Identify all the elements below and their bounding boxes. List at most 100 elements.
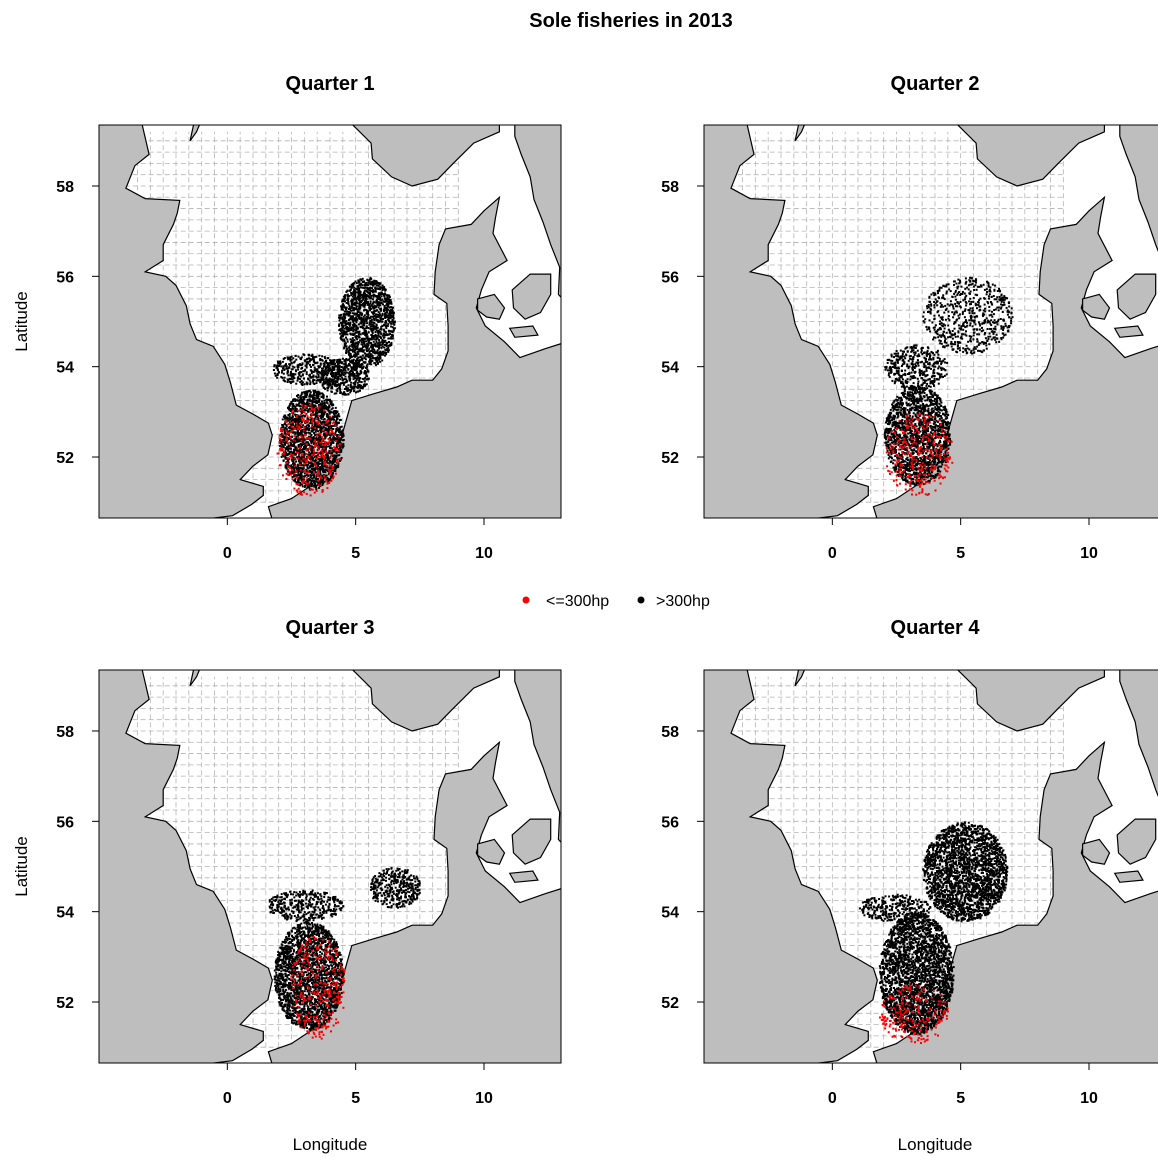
activity-point xyxy=(324,471,327,474)
activity-point xyxy=(369,342,372,345)
activity-point xyxy=(324,405,327,408)
activity-point xyxy=(297,419,300,422)
activity-point xyxy=(329,399,331,402)
activity-point xyxy=(352,382,355,385)
activity-point xyxy=(372,327,375,329)
activity-point xyxy=(317,479,320,482)
activity-point xyxy=(338,319,341,322)
activity-point xyxy=(335,373,338,376)
activity-point xyxy=(341,316,344,319)
activity-point xyxy=(328,482,331,484)
activity-point xyxy=(370,315,372,318)
activity-point xyxy=(321,444,324,446)
activity-point xyxy=(291,400,294,403)
activity-point xyxy=(345,380,348,382)
activity-point xyxy=(358,307,361,310)
activity-point xyxy=(340,327,343,330)
activity-point xyxy=(324,371,327,374)
activity-point xyxy=(281,444,284,447)
activity-point xyxy=(374,362,376,365)
activity-point xyxy=(359,307,362,310)
activity-point xyxy=(893,429,896,431)
activity-point xyxy=(309,420,312,423)
activity-point xyxy=(365,282,368,284)
activity-point xyxy=(309,494,312,497)
activity-point xyxy=(335,374,338,377)
activity-point xyxy=(296,474,299,477)
activity-point xyxy=(354,293,357,296)
activity-point xyxy=(340,370,343,373)
activity-point xyxy=(352,355,355,358)
activity-point xyxy=(360,326,363,328)
activity-point xyxy=(295,436,298,439)
activity-point xyxy=(294,354,297,357)
activity-point xyxy=(386,333,389,336)
activity-point xyxy=(311,421,314,424)
activity-point xyxy=(352,363,355,366)
activity-point xyxy=(355,282,358,285)
activity-point xyxy=(297,429,300,432)
activity-point xyxy=(317,416,319,419)
activity-point xyxy=(292,373,295,376)
activity-point xyxy=(278,437,281,440)
activity-point xyxy=(313,409,316,412)
activity-point xyxy=(377,352,380,354)
activity-point xyxy=(305,406,308,409)
activity-point xyxy=(325,367,327,369)
activity-point xyxy=(346,322,349,325)
activity-point xyxy=(349,288,352,291)
activity-point xyxy=(315,370,318,373)
activity-point xyxy=(336,459,338,462)
activity-point xyxy=(307,471,310,474)
activity-point xyxy=(312,389,315,392)
activity-point xyxy=(381,318,384,321)
activity-point xyxy=(339,433,342,436)
activity-point xyxy=(317,418,320,421)
activity-point xyxy=(340,425,343,428)
activity-point xyxy=(333,366,336,369)
activity-point xyxy=(324,429,327,432)
activity-point xyxy=(357,341,360,344)
activity-point xyxy=(323,362,326,365)
series-small-vessels xyxy=(276,403,341,497)
activity-point xyxy=(302,443,304,446)
activity-point xyxy=(293,366,296,369)
activity-point xyxy=(375,335,378,338)
activity-point xyxy=(379,298,382,301)
activity-point xyxy=(321,403,324,406)
activity-point xyxy=(283,369,286,371)
activity-point xyxy=(895,398,898,401)
activity-point xyxy=(369,286,372,289)
activity-point xyxy=(359,359,362,362)
activity-point xyxy=(315,395,318,398)
activity-point xyxy=(352,333,355,336)
activity-point xyxy=(369,319,372,322)
activity-point xyxy=(318,426,321,429)
activity-point xyxy=(289,467,292,469)
activity-point xyxy=(322,468,325,471)
activity-point xyxy=(356,335,359,338)
activity-point xyxy=(304,434,307,437)
activity-point xyxy=(343,338,346,341)
activity-point xyxy=(348,389,351,391)
activity-point xyxy=(354,385,357,388)
activity-point xyxy=(366,350,369,353)
activity-point xyxy=(312,358,315,360)
activity-point xyxy=(339,449,342,452)
activity-point xyxy=(329,402,332,404)
activity-point xyxy=(949,442,952,444)
activity-point xyxy=(293,410,296,413)
activity-point xyxy=(335,454,337,457)
activity-point xyxy=(330,475,333,478)
activity-point xyxy=(372,357,374,359)
activity-point xyxy=(368,280,371,283)
activity-point xyxy=(350,305,353,308)
activity-point xyxy=(317,430,320,433)
activity-point xyxy=(301,475,304,478)
activity-point xyxy=(295,418,298,420)
activity-point xyxy=(377,321,380,323)
activity-point xyxy=(317,486,320,489)
activity-point xyxy=(357,313,360,316)
activity-point xyxy=(320,415,323,418)
